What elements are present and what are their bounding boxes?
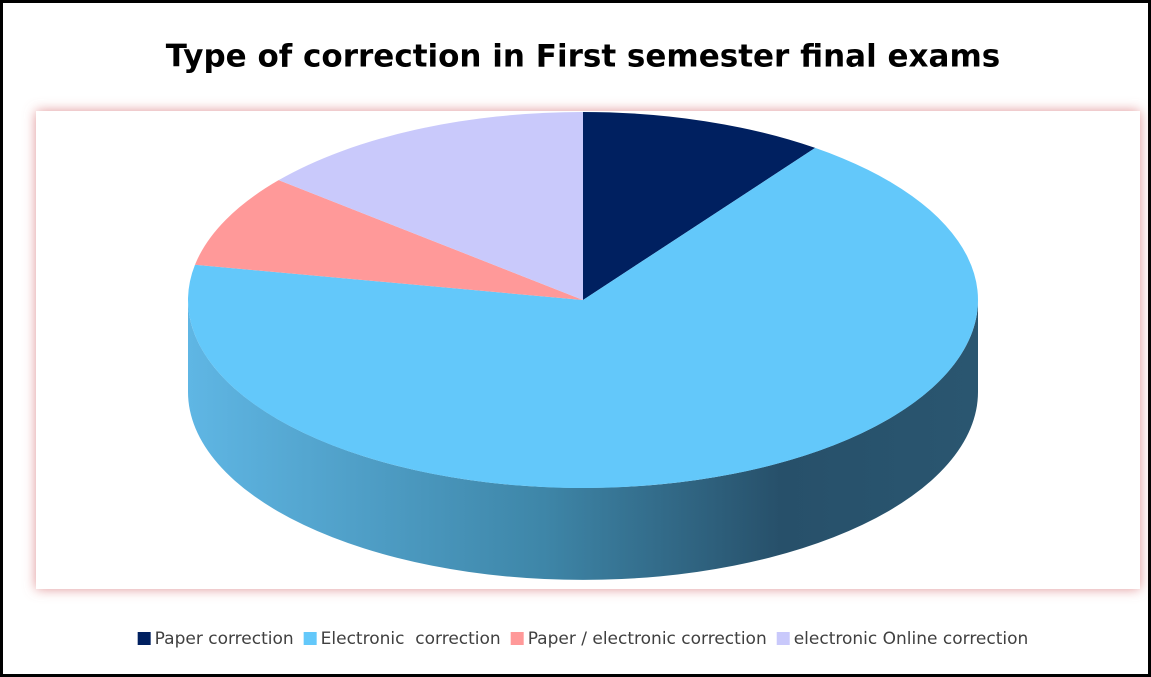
legend: Paper correction Electronic correction Pap…	[137, 629, 1029, 649]
slice	[583, 112, 816, 300]
pie	[187, 112, 978, 580]
legend-label: Paper / electronic correction	[528, 629, 767, 649]
legend-label: Paper correction	[155, 629, 294, 649]
slice	[194, 180, 584, 300]
slice	[187, 147, 978, 489]
slice	[278, 112, 583, 300]
legend-label: electronic Online correction	[794, 629, 1029, 649]
chart-title: Type of correction in First semester fin…	[166, 39, 1000, 75]
legend-label: Electronic correction	[321, 629, 501, 649]
legend-swatch	[776, 632, 790, 645]
legend-swatch	[137, 632, 151, 645]
slice-side	[188, 300, 978, 580]
legend-swatch	[510, 632, 524, 645]
legend-swatch	[303, 632, 317, 645]
